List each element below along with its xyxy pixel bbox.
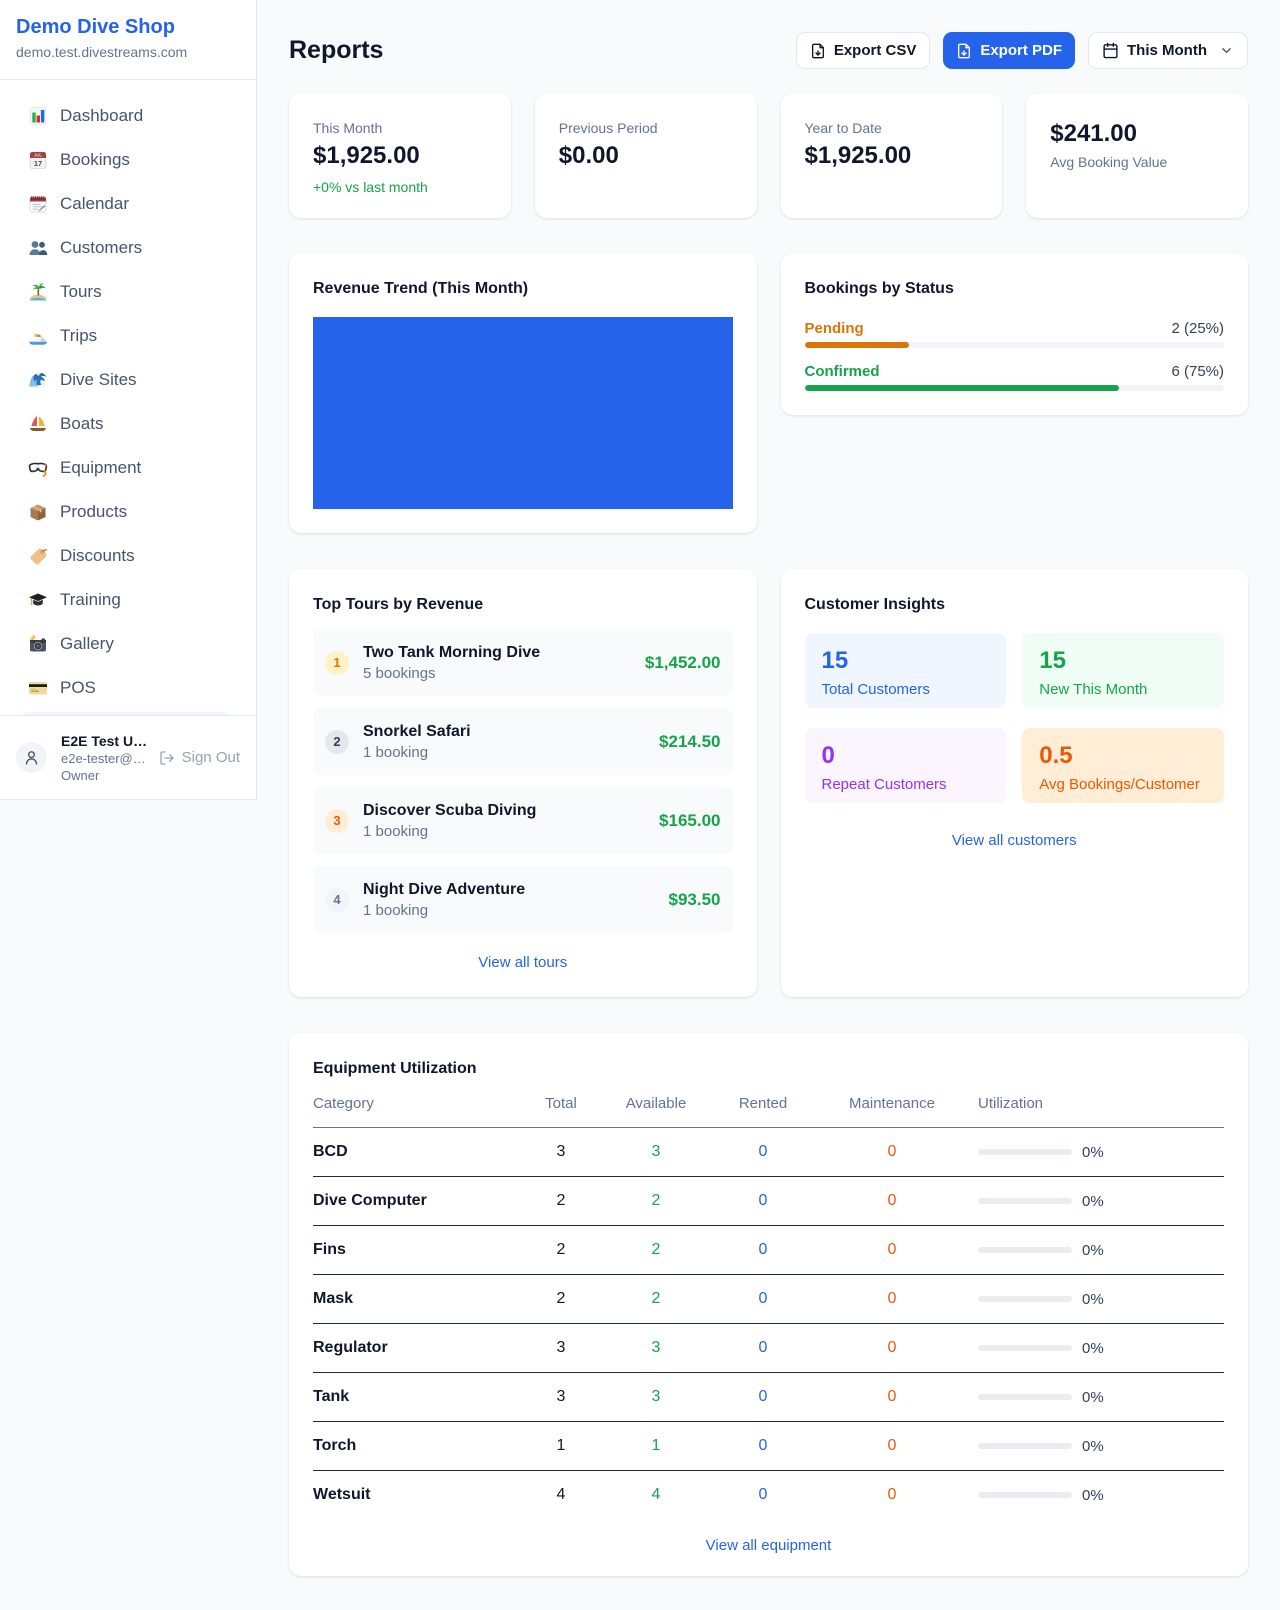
svg-text:17: 17 (34, 159, 42, 168)
svg-text:JUL: JUL (34, 153, 42, 158)
